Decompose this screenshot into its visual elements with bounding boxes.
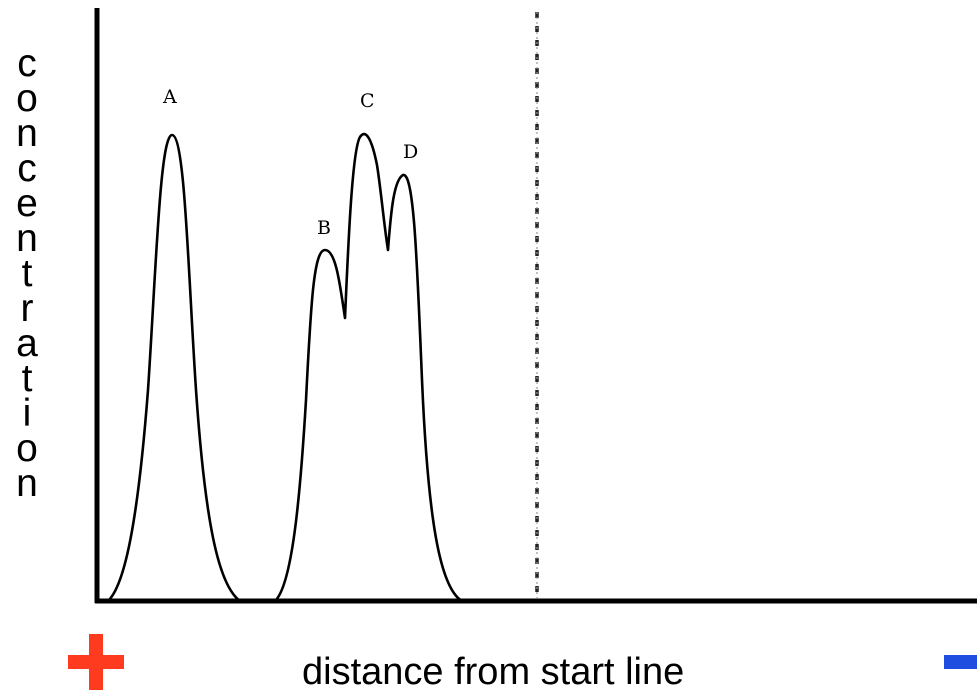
y-axis-label-char: i bbox=[23, 392, 32, 435]
y-axis-label-char: n bbox=[16, 462, 38, 505]
peak-label-d: D bbox=[403, 141, 418, 163]
y-axis-label-char: e bbox=[16, 182, 38, 225]
y-axis-label-char: o bbox=[16, 427, 38, 470]
y-axis-label-char: c bbox=[17, 42, 37, 85]
y-axis-label-char: o bbox=[16, 77, 38, 120]
y-axis-label-char: r bbox=[21, 287, 34, 330]
y-axis-label-char: t bbox=[22, 357, 33, 400]
minus-icon bbox=[944, 655, 977, 669]
y-axis-label-char: c bbox=[17, 147, 37, 190]
y-axis-label-char: n bbox=[16, 217, 38, 260]
peak-a-curve bbox=[107, 133, 241, 603]
peak-label-a: A bbox=[162, 86, 177, 108]
peak-label-c: C bbox=[360, 90, 375, 112]
y-axis-label-char: t bbox=[22, 252, 33, 295]
plus-icon bbox=[68, 634, 124, 690]
y-axis-label-char: n bbox=[16, 112, 38, 155]
y-axis-label-char: a bbox=[16, 322, 38, 365]
x-axis-label: distance from start line bbox=[302, 651, 684, 692]
peak-label-b: B bbox=[317, 217, 331, 239]
peaks-bcd-curve bbox=[274, 132, 463, 603]
